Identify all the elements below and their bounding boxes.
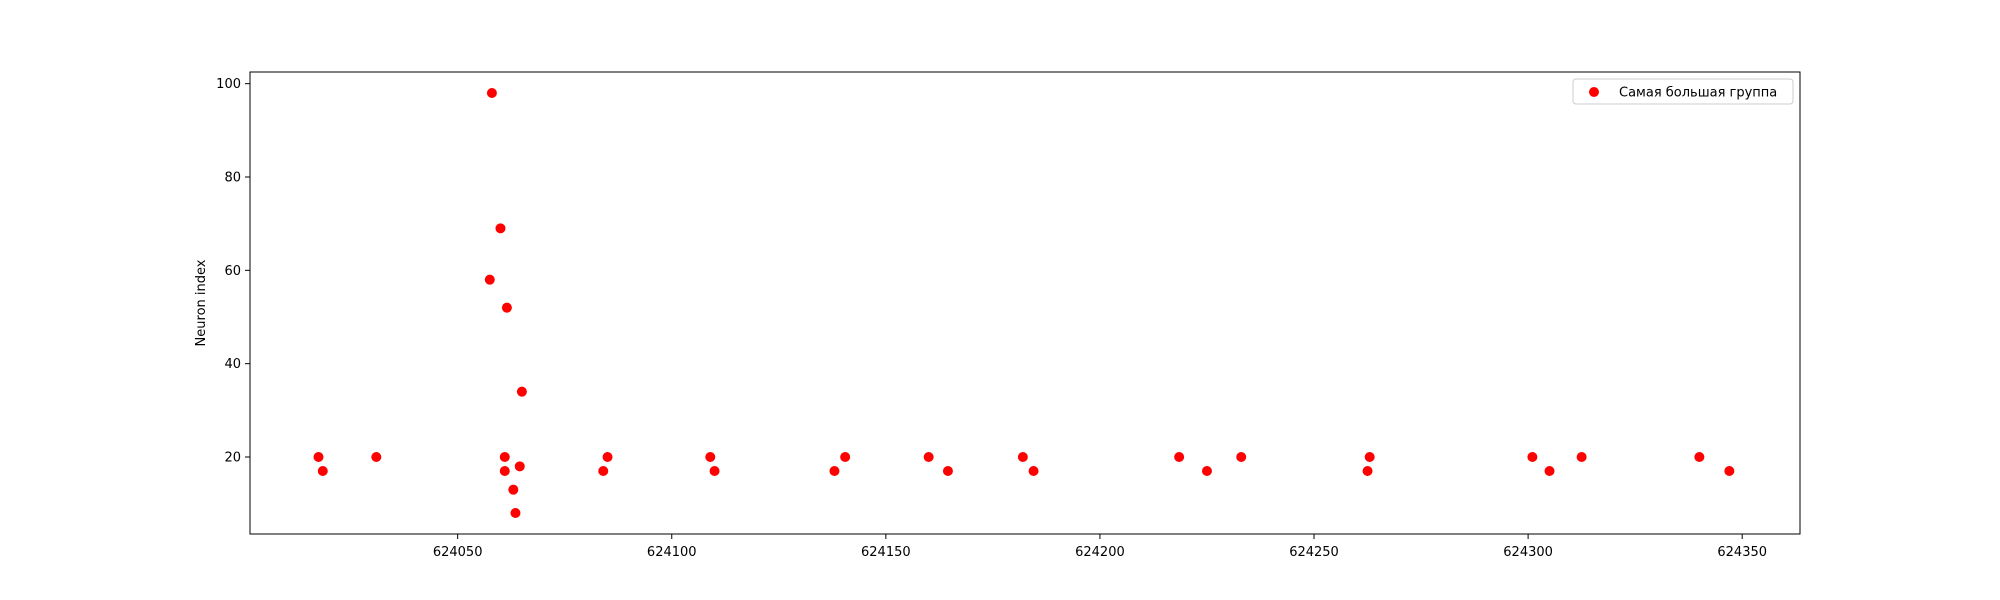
data-point — [1017, 452, 1028, 462]
legend-label: Самая большая группа — [1619, 86, 1777, 101]
y-tick-label: 80 — [224, 171, 241, 186]
data-point — [598, 466, 609, 476]
y-tick-label: 40 — [224, 357, 241, 372]
data-point — [1362, 466, 1373, 476]
data-point — [501, 302, 512, 313]
x-tick-label: 624050 — [433, 545, 483, 560]
x-tick-label: 624350 — [1717, 545, 1767, 560]
data-point — [1544, 466, 1555, 476]
data-point — [516, 386, 527, 397]
data-point — [1028, 466, 1039, 476]
x-axis: 624050 624100 624150 624200 624250 624300 6243… — [433, 534, 1767, 560]
data-point — [510, 508, 521, 518]
data-point — [705, 452, 716, 462]
data-point — [1694, 452, 1705, 462]
data-point — [1576, 452, 1587, 462]
plot-area — [250, 72, 1800, 534]
data-point — [495, 223, 506, 234]
legend-marker — [1589, 87, 1599, 97]
data-point — [1236, 452, 1247, 462]
data-point — [709, 466, 720, 476]
y-tick-label: 20 — [224, 451, 241, 466]
data-point — [499, 466, 510, 476]
x-tick-label: 624100 — [647, 545, 697, 560]
data-point — [1724, 466, 1735, 476]
data-point — [829, 466, 840, 476]
y-axis-label: Neuron index — [194, 259, 209, 346]
data-point — [923, 452, 934, 462]
legend: Самая большая группа — [1572, 78, 1794, 105]
x-tick-label: 624300 — [1503, 545, 1553, 560]
y-tick-label: 100 — [216, 77, 241, 92]
data-points — [313, 88, 1735, 518]
y-tick-label: 60 — [224, 264, 241, 279]
data-point — [1201, 466, 1212, 476]
x-tick-label: 624200 — [1075, 545, 1125, 560]
data-point — [508, 484, 519, 495]
data-point — [486, 88, 497, 98]
data-point — [484, 274, 495, 285]
data-point — [371, 452, 382, 462]
data-point — [840, 452, 851, 462]
data-point — [1527, 452, 1538, 462]
plot-frame — [249, 71, 1801, 535]
x-tick-label: 624150 — [861, 545, 911, 560]
data-point — [317, 466, 328, 476]
data-point — [1174, 452, 1185, 462]
data-point — [313, 452, 324, 462]
legend-box — [1572, 78, 1794, 105]
y-axis: 20 40 60 80 100 — [216, 77, 250, 466]
data-point — [514, 461, 525, 472]
data-point — [602, 452, 613, 462]
data-point — [1364, 452, 1375, 462]
x-tick-label: 624250 — [1289, 545, 1339, 560]
data-point — [942, 466, 953, 476]
data-point — [499, 452, 510, 462]
